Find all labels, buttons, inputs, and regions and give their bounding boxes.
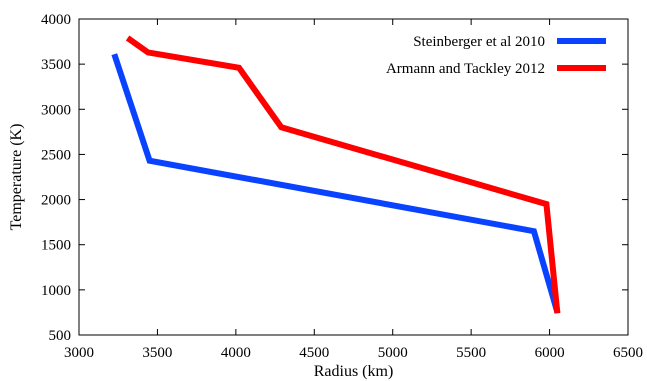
x-tick-label: 5000 — [378, 345, 408, 361]
series-line-1 — [111, 53, 561, 314]
x-tick-label: 5500 — [456, 345, 486, 361]
y-tick-label: 500 — [49, 328, 72, 344]
y-tick-label: 1500 — [41, 238, 71, 254]
plot-marks — [111, 35, 561, 314]
y-tick-label: 3000 — [41, 102, 71, 118]
y-tick-label: 1000 — [41, 283, 71, 299]
axis-ticks: 3000 3500 4000 4500 5000 5500 6000 6500 500 1000 1… — [41, 12, 643, 361]
x-tick-label: 4500 — [299, 345, 329, 361]
legend: Steinberger et al 2010 Armann and Tackley… — [386, 34, 606, 77]
x-tick-label: 4000 — [221, 345, 251, 361]
x-tick-label: 6000 — [535, 345, 565, 361]
y-tick-label: 2000 — [41, 193, 71, 209]
x-axis-label: Radius (km) — [314, 363, 394, 380]
x-tick-label: 3000 — [64, 345, 94, 361]
plot-frame — [78, 18, 629, 336]
y-axis-label: Temperature (K) — [8, 124, 25, 231]
y-tick-label: 4000 — [41, 12, 71, 28]
x-tick-label: 6500 — [613, 345, 643, 361]
legend-label-2: Armann and Tackley 2012 — [386, 61, 545, 77]
legend-label-1: Steinberger et al 2010 — [413, 34, 545, 50]
series-line-2 — [125, 35, 561, 314]
x-tick-label: 3500 — [142, 345, 172, 361]
y-tick-label: 3500 — [41, 57, 71, 73]
y-tick-label: 2500 — [41, 147, 71, 163]
